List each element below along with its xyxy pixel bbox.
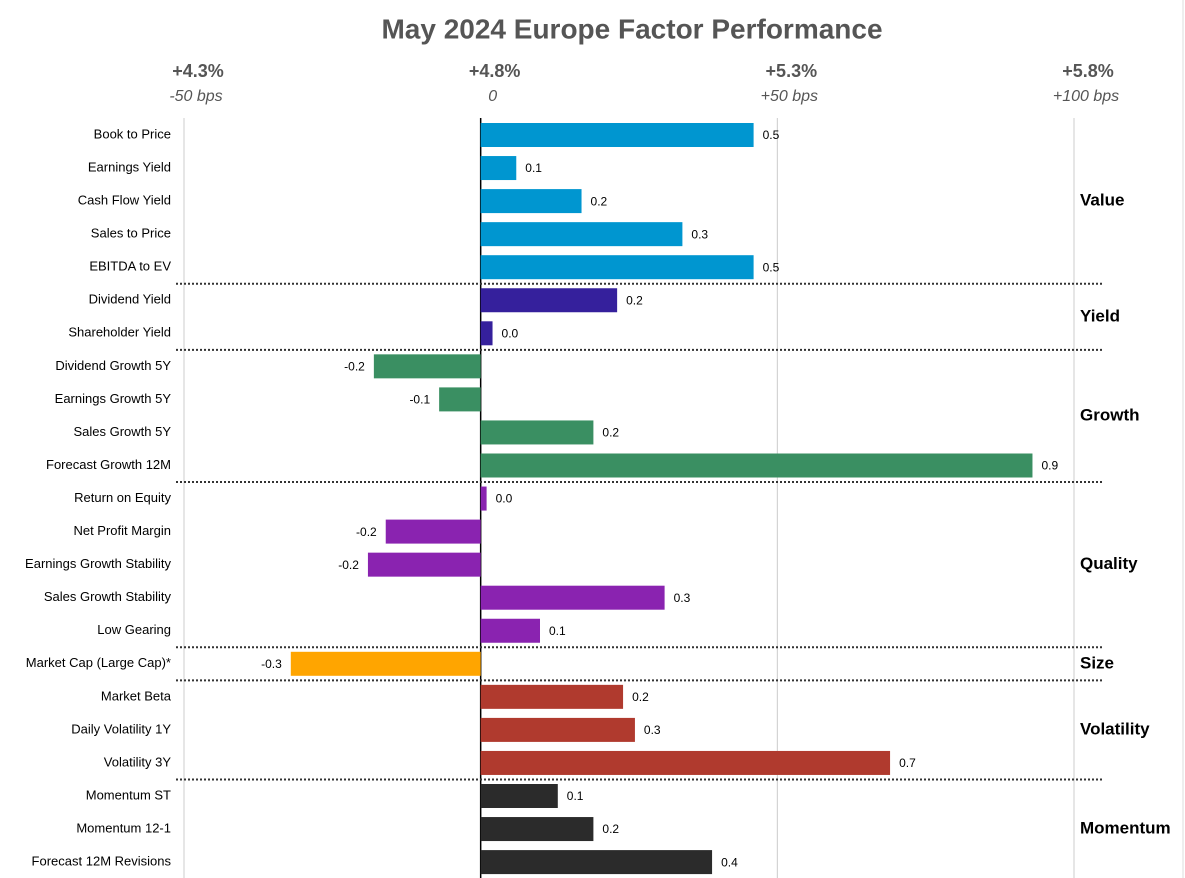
- category-label: Dividend Yield: [89, 292, 171, 307]
- category-label: Book to Price: [94, 126, 171, 141]
- bar: [480, 486, 487, 511]
- bar: [480, 585, 665, 610]
- data-label: 0.5: [763, 128, 780, 142]
- bar: [385, 519, 481, 544]
- data-label: 0.1: [549, 624, 566, 638]
- group-label: Yield: [1080, 306, 1120, 325]
- category-label: Sales to Price: [91, 226, 171, 241]
- data-label: 0.0: [496, 492, 513, 506]
- group-label: Growth: [1080, 405, 1140, 424]
- bar: [480, 288, 618, 313]
- group-label: Quality: [1080, 554, 1138, 573]
- data-label: -0.3: [261, 657, 282, 671]
- data-label: 0.1: [567, 789, 584, 803]
- bar: [480, 123, 754, 147]
- category-label: Momentum 12-1: [76, 820, 171, 835]
- data-label: 0.1: [525, 161, 542, 175]
- x2-tick-label: +4.3%: [172, 61, 224, 81]
- data-label: 0.7: [899, 756, 916, 770]
- data-label: -0.1: [409, 393, 430, 407]
- data-label: 0.2: [602, 822, 619, 836]
- category-label: Return on Equity: [74, 490, 171, 505]
- data-label: 0.0: [502, 326, 519, 340]
- group-label: Size: [1080, 653, 1114, 672]
- bar: [439, 387, 481, 412]
- x-tick-label: -50 bps: [169, 88, 222, 105]
- bar: [480, 817, 594, 842]
- group-label: Momentum: [1080, 819, 1171, 838]
- x-tick-label: +50 bps: [761, 88, 818, 105]
- category-label: Momentum ST: [86, 787, 171, 802]
- category-label: Market Beta: [101, 688, 172, 703]
- bar: [480, 189, 582, 214]
- category-label: Cash Flow Yield: [78, 193, 171, 208]
- bar: [480, 420, 594, 445]
- category-label: Sales Growth 5Y: [73, 424, 171, 439]
- bar: [480, 618, 540, 643]
- category-label: Earnings Growth Stability: [25, 556, 171, 571]
- category-label: Forecast 12M Revisions: [32, 854, 172, 869]
- data-label: -0.2: [356, 525, 377, 539]
- x2-tick-label: +5.8%: [1062, 61, 1114, 81]
- data-label: 0.2: [632, 690, 649, 704]
- category-label: Earnings Growth 5Y: [55, 391, 172, 406]
- bar: [480, 684, 624, 709]
- bar: [290, 651, 481, 676]
- category-label: Sales Growth Stability: [44, 589, 172, 604]
- x-tick-label: +100 bps: [1053, 88, 1119, 105]
- category-label: Low Gearing: [97, 622, 171, 637]
- data-label: 0.9: [1041, 459, 1058, 473]
- category-label: Dividend Growth 5Y: [55, 358, 171, 373]
- data-label: 0.4: [721, 855, 738, 869]
- bar: [480, 321, 493, 346]
- chart-title: May 2024 Europe Factor Performance: [381, 13, 882, 44]
- bar: [480, 222, 683, 247]
- data-label: 0.2: [602, 426, 619, 440]
- data-label: 0.2: [591, 194, 608, 208]
- category-label: Net Profit Margin: [73, 523, 171, 538]
- data-label: -0.2: [344, 360, 365, 374]
- x2-tick-label: +5.3%: [766, 61, 818, 81]
- bar: [367, 552, 481, 577]
- data-label: 0.3: [644, 723, 661, 737]
- bar: [480, 453, 1033, 478]
- data-label: 0.2: [626, 293, 643, 307]
- group-label: Volatility: [1080, 719, 1150, 738]
- data-label: -0.2: [338, 558, 359, 572]
- data-label: 0.3: [691, 227, 708, 241]
- group-label: Value: [1080, 191, 1124, 210]
- bar: [480, 255, 754, 280]
- x2-tick-label: +4.8%: [469, 61, 521, 81]
- bar: [480, 784, 558, 808]
- category-label: Shareholder Yield: [68, 325, 171, 340]
- category-label: Daily Volatility 1Y: [71, 721, 171, 736]
- category-label: Earnings Yield: [88, 159, 171, 174]
- x-tick-label: 0: [488, 88, 497, 105]
- data-label: 0.5: [763, 260, 780, 274]
- bar: [480, 156, 517, 181]
- bar: [373, 354, 481, 379]
- category-label: EBITDA to EV: [89, 259, 171, 274]
- bar: [480, 850, 713, 875]
- category-label: Volatility 3Y: [104, 754, 172, 769]
- bar: [480, 750, 891, 775]
- bar: [480, 717, 635, 742]
- category-label: Market Cap (Large Cap)*: [26, 655, 171, 670]
- data-label: 0.3: [674, 591, 691, 605]
- category-label: Forecast Growth 12M: [46, 457, 171, 472]
